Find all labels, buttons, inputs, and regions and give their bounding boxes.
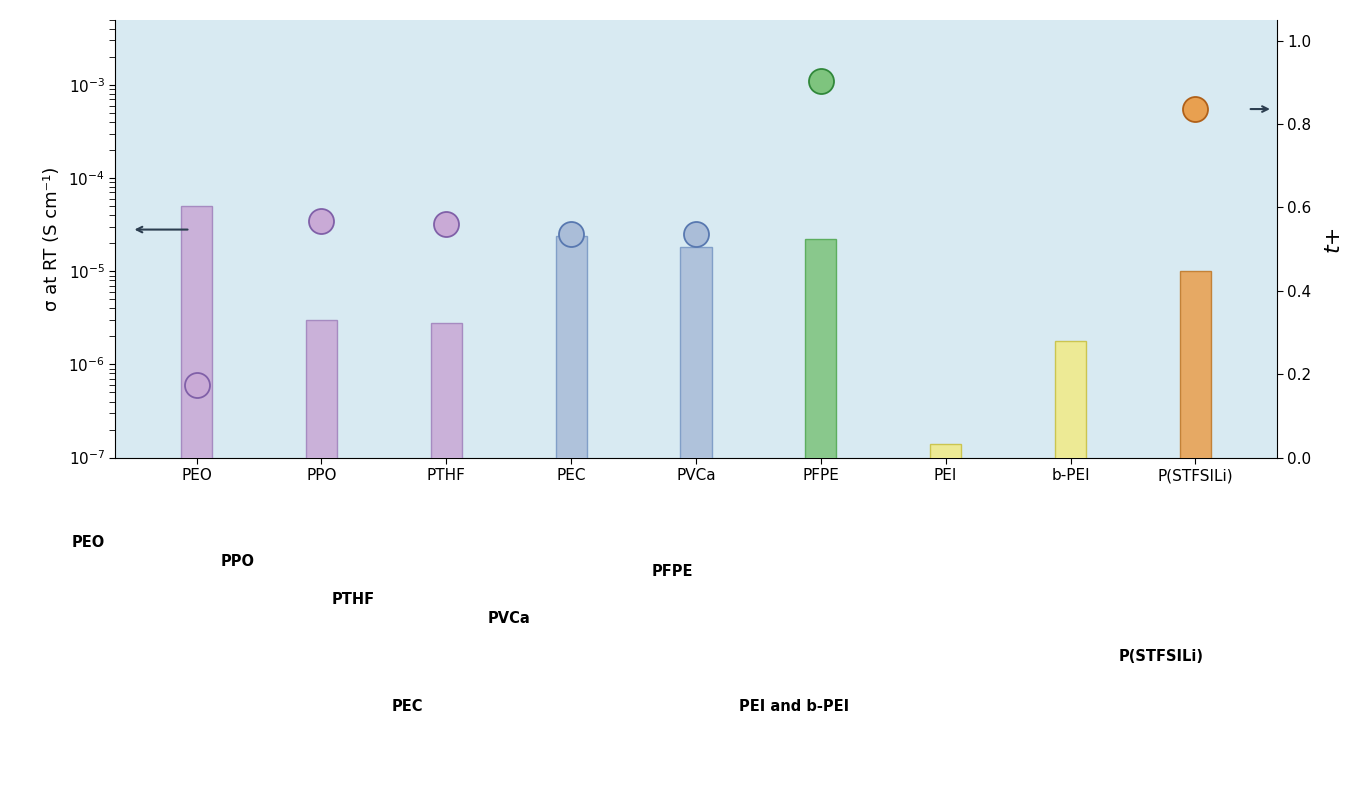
Y-axis label: σ at RT (S cm⁻¹): σ at RT (S cm⁻¹)	[43, 166, 61, 311]
Bar	[322, 20, 1070, 458]
Bar	[1180, 271, 1211, 789]
Bar	[655, 20, 737, 458]
Text: PTHF: PTHF	[331, 592, 375, 608]
Bar	[680, 248, 712, 789]
Bar	[447, 20, 945, 458]
Text: PEO: PEO	[72, 535, 105, 551]
Bar	[555, 236, 587, 789]
Text: PVCa: PVCa	[488, 611, 531, 626]
Bar	[342, 20, 1050, 458]
Y-axis label: t+: t+	[1323, 225, 1342, 252]
Bar	[175, 20, 1217, 458]
Bar	[550, 20, 842, 458]
Bar	[612, 20, 779, 458]
Bar	[259, 20, 1133, 458]
Bar	[238, 20, 1154, 458]
Bar	[181, 206, 212, 789]
Bar	[306, 320, 337, 789]
Bar	[425, 20, 967, 458]
Text: PFPE: PFPE	[652, 563, 693, 579]
Bar	[405, 20, 987, 458]
Bar	[280, 20, 1112, 458]
Bar	[592, 20, 800, 458]
Bar	[530, 20, 862, 458]
Text: PEC: PEC	[391, 699, 424, 715]
Bar	[634, 20, 758, 458]
Bar	[509, 20, 883, 458]
Bar	[572, 20, 820, 458]
Bar	[197, 20, 1195, 458]
Bar	[467, 20, 925, 458]
Bar	[384, 20, 1008, 458]
Text: PPO: PPO	[220, 554, 255, 570]
Bar	[300, 20, 1092, 458]
Bar	[363, 20, 1029, 458]
Bar	[217, 20, 1175, 458]
Text: P(STFSILi): P(STFSILi)	[1119, 649, 1203, 664]
Bar	[488, 20, 904, 458]
Bar	[1055, 341, 1086, 789]
Bar	[805, 239, 837, 789]
Bar	[430, 323, 462, 789]
Bar	[930, 444, 961, 789]
Text: PEI and b-PEI: PEI and b-PEI	[739, 699, 850, 715]
Bar	[675, 20, 717, 458]
